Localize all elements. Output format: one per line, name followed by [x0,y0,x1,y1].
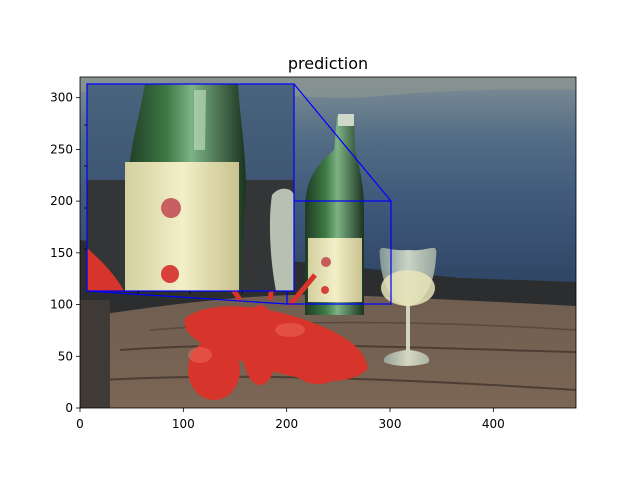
inset-glass [269,188,294,291]
axes-frame [79,76,577,409]
x-tick-label: 300 [379,417,402,431]
y-tick-label: 200 [50,194,73,208]
inset-bottle-highlight [194,90,206,150]
x-tick-label: 0 [76,417,84,431]
y-tick-label: 0 [65,401,73,415]
y-tick-label: 100 [50,298,73,312]
label-emblem [321,257,331,267]
table-edge [80,300,110,408]
inset-zoom-border [86,83,295,292]
y-tick-label: 150 [50,246,73,260]
x-tick-label: 100 [172,417,195,431]
y-axis: 0 50 100 150 200 250 300 [50,91,80,415]
x-axis: 0 100 200 300 400 [76,408,505,431]
label-seal [321,286,329,294]
inset-label-emblem [161,198,181,218]
y-tick-label: 300 [50,91,73,105]
bottle-cap [338,114,354,126]
inset-bottle-label [125,162,239,291]
photo [80,77,576,408]
inset-connector-line [86,290,288,305]
inset-connector-line [293,83,392,202]
x-tick-label: 400 [482,417,505,431]
red-lobster [184,264,368,400]
inset-lobster [87,248,124,291]
y-tick-label: 50 [58,349,73,363]
x-tick-label: 200 [275,417,298,431]
inset-label-seal [161,265,179,283]
chart-title: prediction [288,54,368,73]
inset-zoom [84,83,392,305]
y-tick-label: 250 [50,142,73,156]
wine-glass-liquid [381,270,435,306]
inset-ticks [84,124,243,294]
bottle-label [308,238,362,302]
